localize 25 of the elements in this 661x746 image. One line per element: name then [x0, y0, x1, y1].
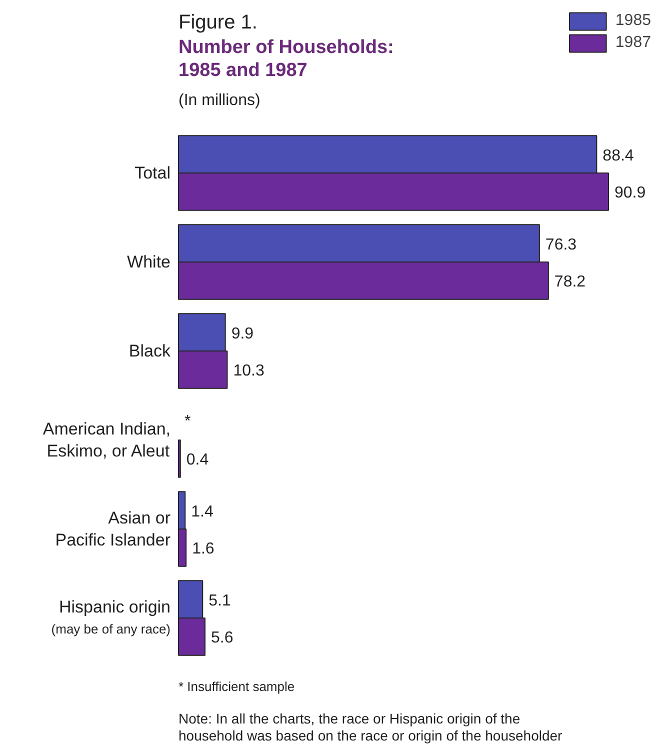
data-label: 10.3 [233, 362, 264, 380]
data-label: 1.6 [192, 540, 214, 558]
y-tick-label: Hispanic origin (may be of any race) [51, 598, 171, 636]
data-label: 78.2 [554, 274, 586, 291]
text: * Insufficient sample [178, 679, 295, 694]
data-label: 76.3 [545, 236, 577, 254]
text: * [184, 412, 191, 430]
legend-label: 1985 [615, 12, 651, 30]
data-label: 5.1 [208, 592, 231, 610]
y-tick-label: White [127, 252, 171, 272]
legend-label: 1987 [615, 34, 651, 52]
chart-title: Number of Households: 1985 and 1987 [178, 37, 394, 81]
chart-subtitle: (In millions) [178, 92, 260, 109]
data-label: 90.9 [614, 184, 646, 202]
text: Note: In all the charts, the race or Hispanic origin of the household was based on the race or origin of the householder [178, 710, 563, 744]
data-label: 0.4 [186, 452, 209, 469]
caption: Figure 1. [178, 12, 258, 34]
y-tick-label: Black [128, 342, 171, 360]
data-label: 9.9 [231, 325, 254, 342]
data-label: 5.6 [210, 630, 234, 647]
y-tick-label: Total [134, 164, 171, 182]
data-label: 88.4 [602, 147, 634, 164]
y-tick-label: American Indian, Eskimo, or Aleut [42, 420, 171, 460]
y-tick-label: Asian or Pacific Islander [55, 508, 171, 550]
data-label: 1.4 [191, 503, 214, 520]
